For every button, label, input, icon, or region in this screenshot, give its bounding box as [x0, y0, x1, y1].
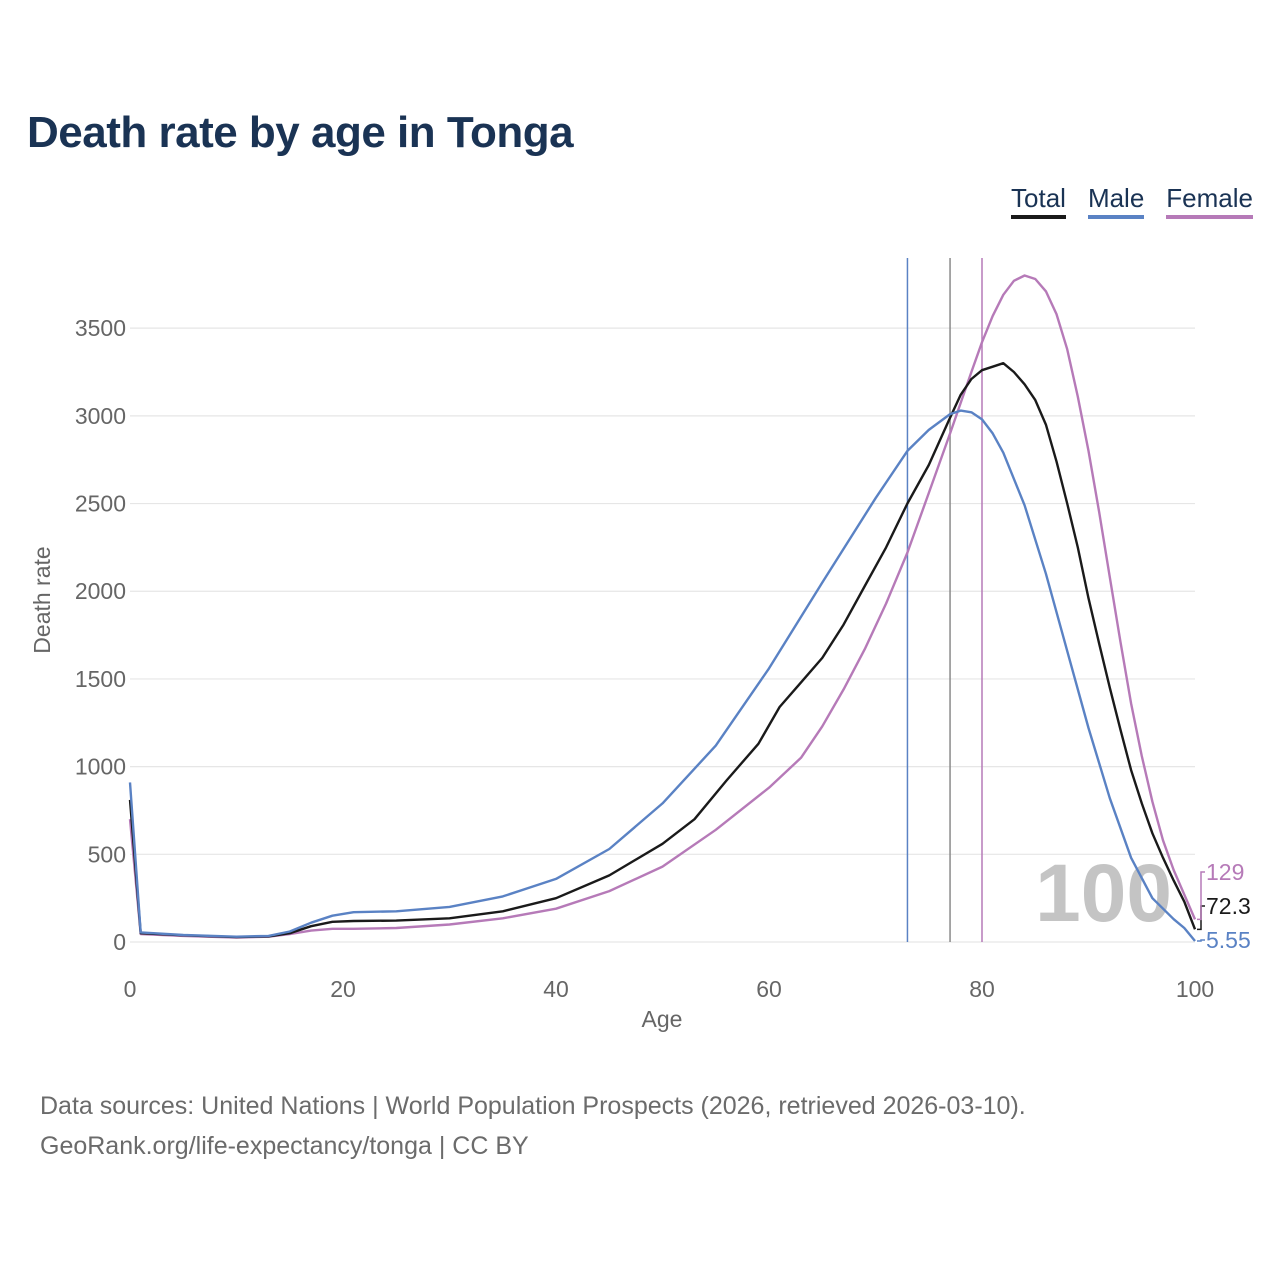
vertical-reference-lines: [906, 258, 983, 942]
y-tick-label-2000: 2000: [75, 578, 126, 604]
source-line-1: Data sources: United Nations | World Pop…: [40, 1092, 1026, 1120]
series-line-male: [128, 409, 1196, 942]
x-tick-label-20: 20: [330, 976, 356, 1002]
end-label-male: 5.55: [1206, 927, 1251, 953]
x-tick-label-40: 40: [543, 976, 569, 1002]
x-tick-label-60: 60: [756, 976, 782, 1002]
end-label-connector-female: [1197, 871, 1205, 921]
x-axis-label: Age: [642, 1006, 683, 1032]
y-tick-label-2500: 2500: [75, 491, 126, 517]
source-note: Data sources: United Nations | World Pop…: [40, 1086, 1026, 1166]
legend: Total Male Female: [1011, 183, 1253, 219]
y-tick-label-500: 500: [88, 841, 126, 867]
x-tick-label-100: 100: [1176, 976, 1214, 1002]
end-label-female: 129: [1206, 859, 1244, 885]
y-tick-label-3000: 3000: [75, 403, 126, 429]
source-line-2[interactable]: GeoRank.org/life-expectancy/tonga | CC B…: [40, 1132, 529, 1160]
legend-item-total[interactable]: Total: [1011, 183, 1066, 219]
y-tick-label-0: 0: [113, 929, 126, 955]
series-line-female: [128, 274, 1197, 939]
legend-item-male[interactable]: Male: [1087, 183, 1145, 219]
series-lines: [128, 274, 1197, 942]
end-label-total: 72.3: [1206, 893, 1251, 919]
x-tick-label-0: 0: [124, 976, 137, 1002]
y-axis-label: Death rate: [29, 546, 55, 653]
y-tick-label-1500: 1500: [75, 666, 126, 692]
y-tick-label-1000: 1000: [75, 754, 126, 780]
end-label-connector-male: [1197, 939, 1205, 942]
y-tick-label-3500: 3500: [75, 315, 126, 341]
grid-lines: [130, 327, 1195, 943]
legend-item-female[interactable]: Female: [1166, 183, 1253, 219]
x-tick-label-80: 80: [969, 976, 995, 1002]
series-line-total: [128, 362, 1197, 939]
axes: Death rate Age 0500100015002000250030003…: [29, 315, 1214, 1032]
watermark-age-label: 100: [1035, 848, 1172, 939]
chart-title: Death rate by age in Tonga: [27, 108, 574, 157]
end-labels: 5.55 72.3 129: [1197, 859, 1251, 953]
